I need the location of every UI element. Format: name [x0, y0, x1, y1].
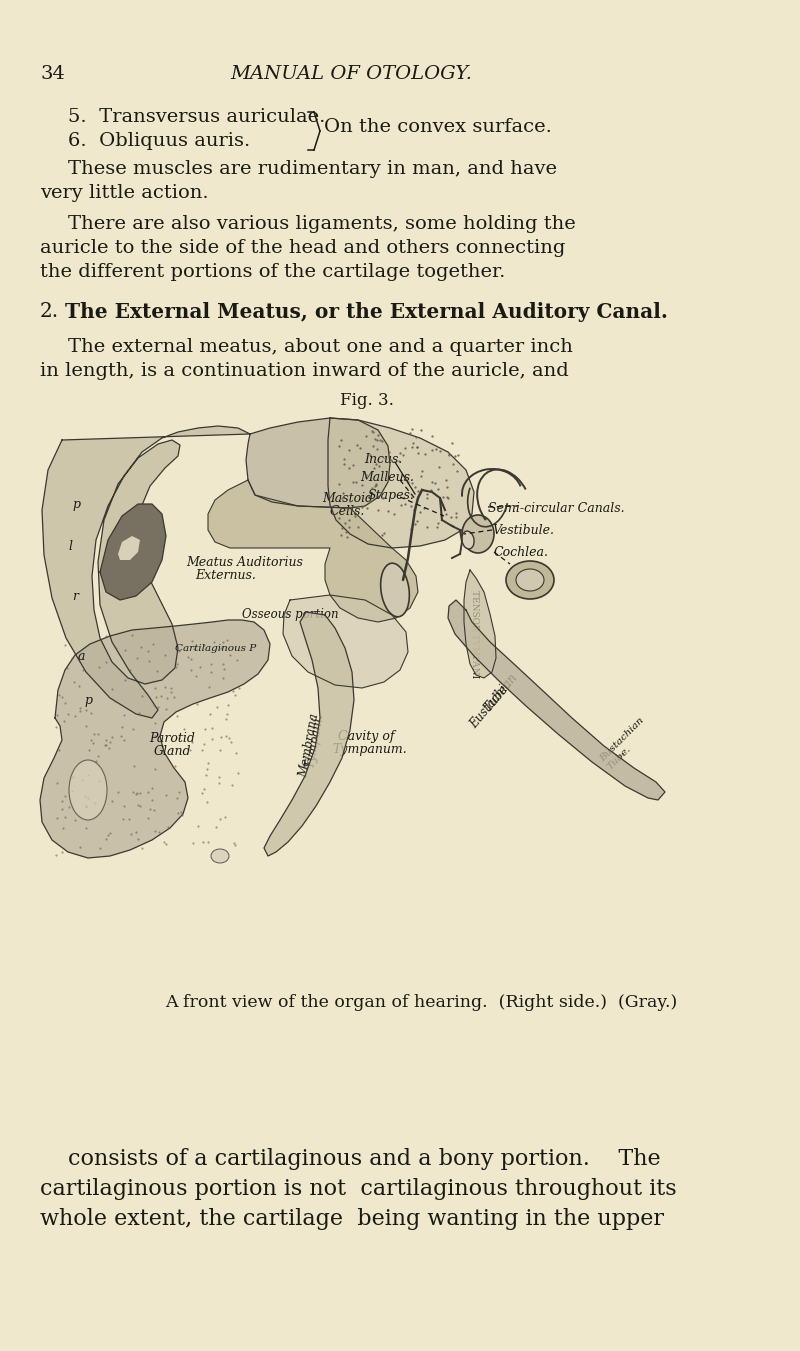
Text: The external meatus, about one and a quarter inch: The external meatus, about one and a qua…: [68, 338, 573, 357]
Text: r: r: [72, 590, 78, 603]
Text: On the convex surface.: On the convex surface.: [324, 118, 552, 136]
Text: 2.: 2.: [40, 303, 59, 322]
Text: Externus.: Externus.: [195, 569, 256, 582]
Text: Cells.: Cells.: [330, 505, 366, 517]
Polygon shape: [328, 417, 474, 549]
Text: Tube.: Tube.: [482, 680, 514, 715]
Text: cartilaginous portion is not  cartilaginous throughout its: cartilaginous portion is not cartilagino…: [40, 1178, 677, 1200]
Polygon shape: [118, 536, 140, 561]
Ellipse shape: [381, 563, 410, 617]
Text: Semi-circular Canals.: Semi-circular Canals.: [488, 503, 625, 515]
Text: 34: 34: [40, 65, 65, 82]
Ellipse shape: [516, 569, 544, 590]
Text: l: l: [68, 540, 72, 553]
Text: consists of a cartilaginous and a bony portion.    The: consists of a cartilaginous and a bony p…: [68, 1148, 661, 1170]
Ellipse shape: [506, 561, 554, 598]
Text: whole extent, the cartilage  being wanting in the upper: whole extent, the cartilage being wantin…: [40, 1208, 664, 1229]
Text: Parotid: Parotid: [149, 732, 195, 744]
Text: Gland: Gland: [154, 744, 191, 758]
Text: p: p: [84, 694, 92, 707]
Text: Mastoid: Mastoid: [322, 492, 373, 505]
Ellipse shape: [211, 848, 229, 863]
Text: Osseous portion: Osseous portion: [242, 608, 338, 621]
Text: A front view of the organ of hearing.  (Right side.)  (Gray.): A front view of the organ of hearing. (R…: [165, 994, 678, 1011]
Text: Tympani.: Tympani.: [304, 712, 326, 769]
Polygon shape: [283, 594, 408, 688]
Text: Tympanum.: Tympanum.: [332, 743, 406, 757]
Text: Bustachian
Tube.: Bustachian Tube.: [598, 716, 653, 771]
Text: Eustachian: Eustachian: [468, 671, 521, 731]
Text: MANUAL OF OTOLOGY.: MANUAL OF OTOLOGY.: [230, 65, 472, 82]
Ellipse shape: [462, 531, 474, 549]
Text: in length, is a continuation inward of the auricle, and: in length, is a continuation inward of t…: [40, 362, 569, 380]
Text: very little action.: very little action.: [40, 184, 209, 203]
Polygon shape: [208, 480, 418, 621]
Polygon shape: [40, 620, 270, 858]
Text: These muscles are rudimentary in man, and have: These muscles are rudimentary in man, an…: [68, 159, 557, 178]
Ellipse shape: [462, 515, 494, 553]
Text: Incus.: Incus.: [364, 453, 402, 466]
Text: The External Meatus, or the External Auditory Canal.: The External Meatus, or the External Aud…: [58, 303, 668, 322]
Polygon shape: [264, 612, 354, 857]
Text: Cavity of: Cavity of: [338, 730, 394, 743]
Text: Membrana: Membrana: [297, 712, 321, 778]
Polygon shape: [464, 570, 496, 678]
Ellipse shape: [69, 761, 107, 820]
Text: 6.  Obliquus auris.: 6. Obliquus auris.: [68, 132, 250, 150]
Text: Meatus Auditorius: Meatus Auditorius: [186, 557, 303, 569]
Text: Vestibule.: Vestibule.: [492, 524, 554, 536]
Polygon shape: [100, 504, 166, 600]
Text: the different portions of the cartilage together.: the different portions of the cartilage …: [40, 263, 506, 281]
Text: Stapes.: Stapes.: [368, 489, 415, 503]
Polygon shape: [246, 417, 390, 508]
Text: a: a: [78, 650, 86, 663]
Text: p: p: [72, 499, 80, 511]
Text: TENSOR TYMPANI: TENSOR TYMPANI: [470, 590, 478, 678]
Text: 5.  Transversus auriculae.: 5. Transversus auriculae.: [68, 108, 326, 126]
Text: Malleus.: Malleus.: [360, 471, 414, 484]
Text: auricle to the side of the head and others connecting: auricle to the side of the head and othe…: [40, 239, 566, 257]
Text: Cochlea.: Cochlea.: [494, 546, 549, 559]
Polygon shape: [42, 426, 250, 717]
Text: Fig. 3.: Fig. 3.: [340, 392, 394, 409]
Polygon shape: [448, 600, 665, 800]
Text: Cartilaginous P: Cartilaginous P: [175, 644, 256, 653]
Text: There are also various ligaments, some holding the: There are also various ligaments, some h…: [68, 215, 576, 232]
